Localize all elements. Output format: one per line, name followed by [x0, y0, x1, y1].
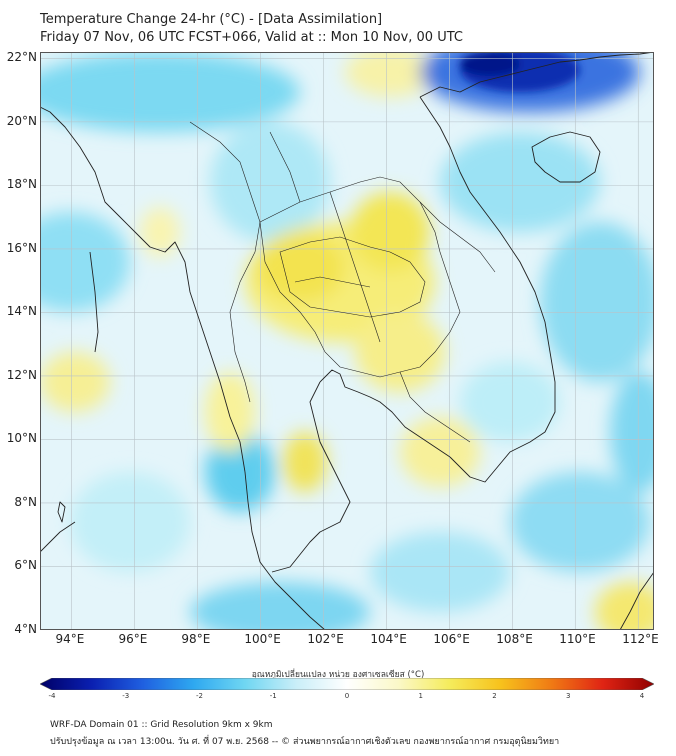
lat-tick-label: 12°N	[6, 367, 37, 382]
lon-tick-label: 100°E	[244, 632, 281, 646]
colorbar-tick-label: 3	[566, 692, 571, 700]
footer-credit: ปรับปรุงข้อมูล ณ เวลา 13:00น. วัน ศ. ที่…	[50, 737, 560, 747]
lon-tick-label: 108°E	[496, 632, 533, 646]
chart-title: Temperature Change 24-hr (°C) - [Data As…	[40, 12, 383, 27]
colorbar-scale	[40, 678, 654, 690]
lon-tick-label: 96°E	[118, 632, 148, 646]
lon-tick-label: 98°E	[181, 632, 211, 646]
colorbar-tick-label: -2	[196, 692, 203, 700]
chart-subtitle: Friday 07 Nov, 06 UTC FCST+066, Valid at…	[40, 30, 463, 45]
colorbar-tick-label: -4	[48, 692, 56, 700]
lat-tick-label: 6°N	[14, 558, 37, 573]
borders	[189, 121, 496, 443]
lat-tick-label: 18°N	[6, 177, 37, 192]
coastlines	[40, 52, 654, 630]
colorbar-tick-label: 2	[492, 692, 497, 700]
temperature-field	[40, 52, 654, 630]
lon-tick-label: 102°E	[307, 632, 344, 646]
lat-tick-label: 20°N	[6, 113, 37, 128]
lon-tick-label: 110°E	[559, 632, 596, 646]
colorbar-tick-label: -1	[269, 692, 277, 700]
colorbar-tick-label: 4	[639, 692, 645, 700]
lon-tick-label: 106°E	[433, 632, 470, 646]
lon-tick-label: 94°E	[55, 632, 85, 646]
temperature-map	[40, 52, 654, 630]
colorbar-tick-label: -3	[122, 692, 130, 700]
lon-tick-label: 104°E	[370, 632, 407, 646]
colorbar-title: อุณหภูมิเปลี่ยนแปลง หน่วย องศาเซลเซียส (…	[251, 670, 425, 680]
map-grid	[40, 52, 654, 630]
colorbar-tick-label: 1	[418, 692, 423, 700]
lat-tick-label: 4°N	[14, 622, 37, 636]
lon-tick-label: 112°E	[622, 632, 659, 646]
map-frame	[40, 52, 654, 630]
map-svg	[40, 52, 654, 630]
colorbar	[40, 678, 654, 690]
lat-tick-label: 22°N	[6, 50, 37, 65]
lat-tick-label: 8°N	[14, 494, 37, 509]
footer-resolution: WRF-DA Domain 01 :: Grid Resolution 9km …	[50, 720, 273, 730]
colorbar-tick-label: 0	[344, 692, 350, 700]
lat-tick-label: 16°N	[6, 240, 37, 255]
lat-tick-label: 14°N	[6, 304, 37, 319]
lat-tick-label: 10°N	[6, 431, 37, 446]
